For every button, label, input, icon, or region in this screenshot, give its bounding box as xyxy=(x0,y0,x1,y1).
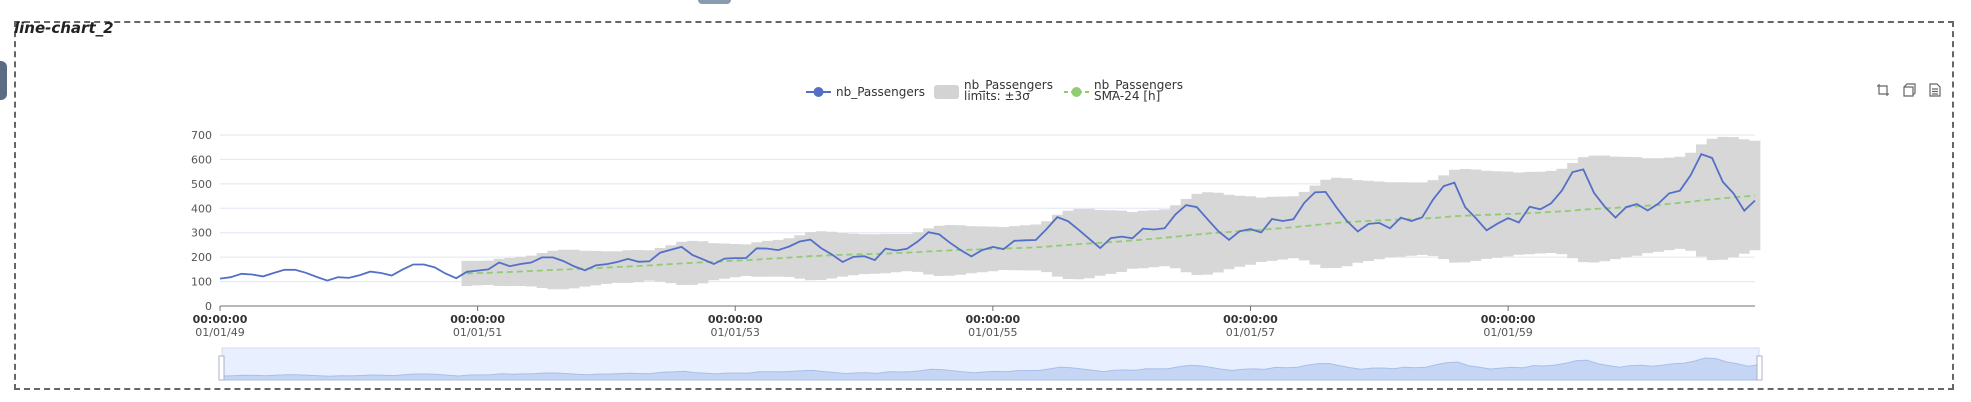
y-tick-label: 500 xyxy=(191,178,212,191)
x-tick-time: 00:00:00 xyxy=(1223,313,1278,326)
legend-label-sub: limits: ±3σ xyxy=(964,89,1030,103)
x-tick-date: 01/01/59 xyxy=(1483,326,1532,339)
data-zoom-slider[interactable] xyxy=(219,348,1762,380)
legend-label: nb_Passengers xyxy=(836,85,925,99)
legend-label-sub: SMA-24 [h] xyxy=(1094,89,1160,103)
x-tick-time: 00:00:00 xyxy=(450,313,505,326)
x-tick-time: 00:00:00 xyxy=(1481,313,1536,326)
legend-item[interactable]: nb_Passengers xyxy=(806,85,925,99)
legend-marker xyxy=(1072,87,1082,97)
zoom-icon[interactable] xyxy=(1875,82,1891,98)
zoom-reset-icon[interactable] xyxy=(1901,82,1917,98)
x-tick-date: 01/01/55 xyxy=(968,326,1017,339)
y-tick-label: 100 xyxy=(191,276,212,289)
x-tick-date: 01/01/53 xyxy=(711,326,760,339)
datazoom-handle-left[interactable] xyxy=(219,356,224,380)
y-tick-label: 200 xyxy=(191,251,212,264)
x-tick-time: 00:00:00 xyxy=(965,313,1020,326)
y-tick-label: 700 xyxy=(191,129,212,142)
x-tick-date: 01/01/49 xyxy=(195,326,244,339)
legend-marker xyxy=(814,87,824,97)
datazoom-handle-right[interactable] xyxy=(1757,356,1762,380)
x-tick-date: 01/01/51 xyxy=(453,326,502,339)
y-tick-label: 400 xyxy=(191,202,212,215)
y-tick-label: 600 xyxy=(191,153,212,166)
save-as-image-icon[interactable] xyxy=(1927,82,1943,98)
legend-swatch xyxy=(934,85,959,99)
x-tick-time: 00:00:00 xyxy=(708,313,763,326)
y-tick-label: 300 xyxy=(191,227,212,240)
x-tick-date: 01/01/57 xyxy=(1226,326,1275,339)
x-tick-time: 00:00:00 xyxy=(193,313,248,326)
y-tick-label: 0 xyxy=(205,300,212,313)
